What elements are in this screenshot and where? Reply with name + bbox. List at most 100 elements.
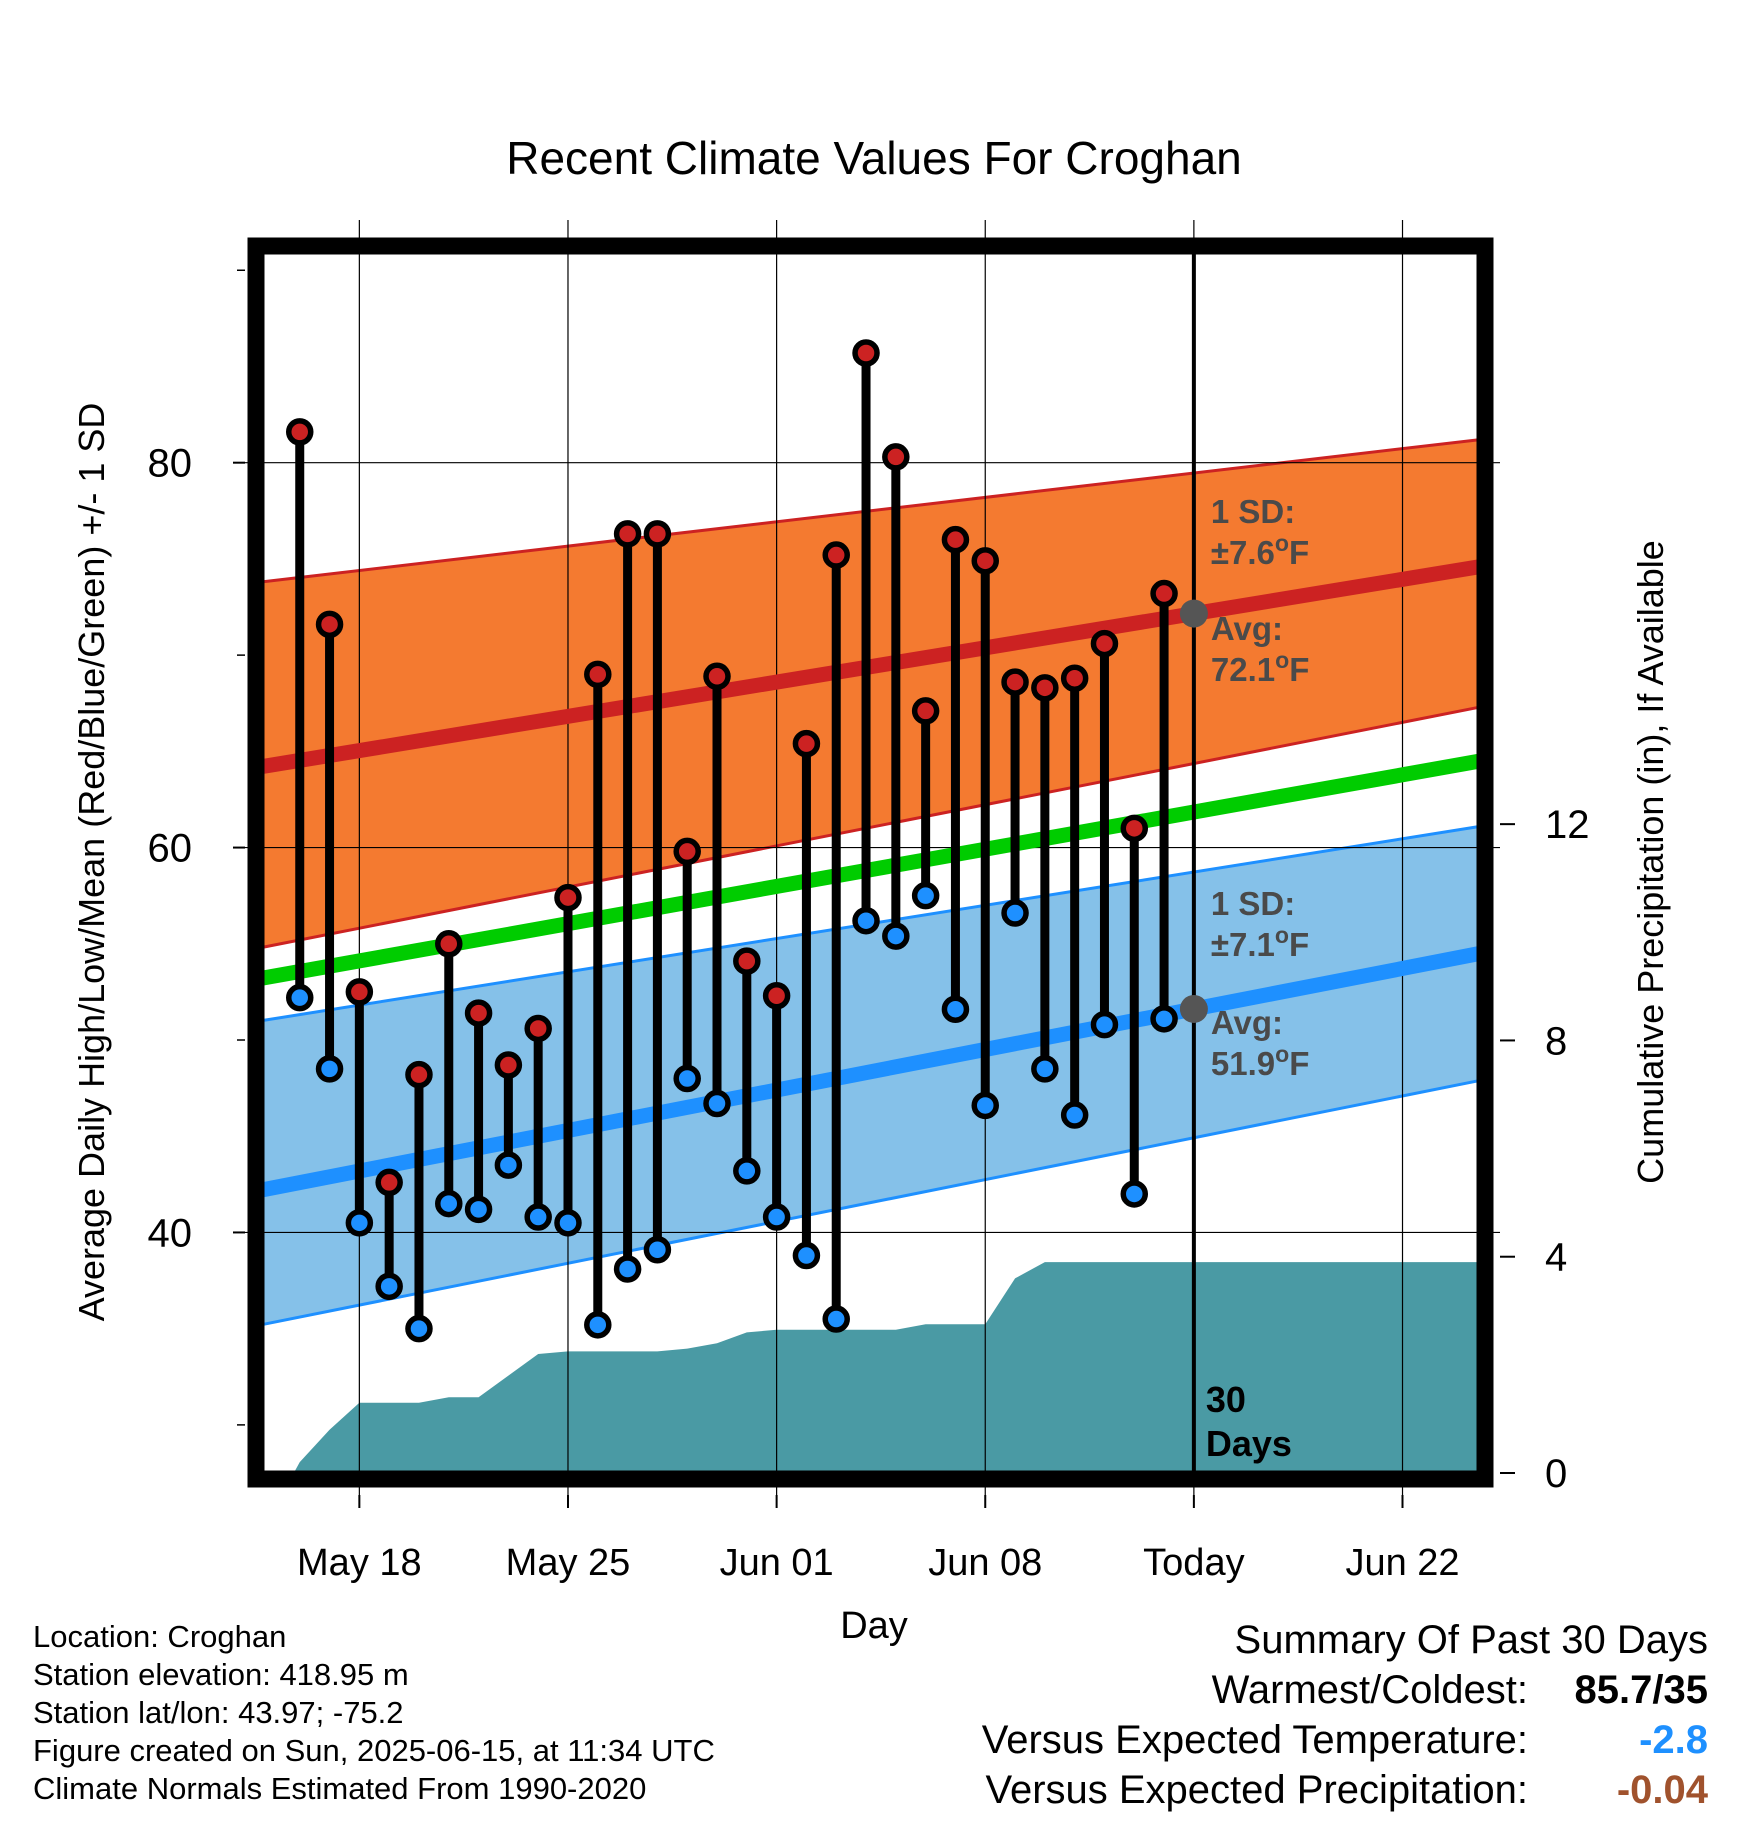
high-sd-label: 1 SD: — [1211, 493, 1295, 530]
x-tick-label: May 25 — [506, 1542, 631, 1584]
y-tick-label: 40 — [148, 1211, 193, 1255]
low-avg-label: Avg: — [1211, 1004, 1283, 1041]
daily-low-point — [1090, 1010, 1119, 1039]
daily-high-point — [494, 1051, 523, 1079]
daily-high-point — [911, 697, 940, 725]
high-sd-value: ±7.6oF — [1211, 530, 1309, 571]
daily-low-point — [315, 1055, 344, 1083]
y2-tick-label: 4 — [1545, 1236, 1567, 1280]
plot-frame — [247, 237, 1494, 1488]
daily-high-point — [852, 339, 880, 367]
daily-low-point — [375, 1272, 403, 1301]
location-text: Location: Croghan — [33, 1619, 287, 1654]
daily-high-point — [1060, 664, 1089, 692]
low-avg-today-marker — [1179, 994, 1208, 1023]
daily-low-point — [852, 906, 880, 935]
daily-high-point — [762, 981, 791, 1010]
daily-low-point — [554, 1209, 582, 1237]
daily-low-point — [733, 1157, 761, 1185]
y-tick-label: 80 — [148, 442, 193, 486]
daily-low-point — [524, 1203, 552, 1231]
daily-low-point — [435, 1189, 463, 1218]
daily-high-point — [405, 1060, 433, 1089]
daily-high-point — [554, 883, 582, 912]
y-tick-label: 60 — [148, 827, 193, 871]
x-tick-label: Today — [1143, 1542, 1244, 1584]
daily-high-point — [375, 1168, 403, 1197]
today-count-label: 30 — [1206, 1379, 1246, 1420]
daily-low-point — [822, 1305, 850, 1333]
y2-axis-title: Cumulative Precipitation (in), If Availa… — [1630, 540, 1671, 1184]
daily-high-point — [435, 930, 463, 958]
daily-high-point — [941, 525, 970, 554]
daily-low-point — [1120, 1180, 1149, 1208]
low-sd-label: 1 SD: — [1211, 885, 1295, 922]
daily-low-point — [1031, 1055, 1059, 1083]
temp-anomaly-value: -2.8 — [1639, 1718, 1708, 1762]
precip-anomaly-row: Versus Expected Precipitation: -0.04 — [808, 1765, 1708, 1815]
daily-low-point — [911, 881, 940, 910]
warmest-coldest-row: Warmest/Coldest: 85.7/35 — [808, 1665, 1708, 1715]
daily-high-point — [1090, 629, 1119, 658]
daily-high-point — [703, 662, 731, 691]
precip-anomaly-value: -0.04 — [1616, 1768, 1708, 1812]
high-avg-label: Avg: — [1211, 610, 1283, 647]
daily-low-point — [792, 1241, 821, 1270]
daily-high-point — [792, 729, 821, 758]
y-axis-title: Average Daily High/Low/Mean (Red/Blue/Gr… — [71, 403, 112, 1322]
daily-high-point — [285, 418, 314, 446]
daily-high-point — [464, 999, 493, 1027]
daily-high-point — [1001, 668, 1029, 696]
daily-high-point — [822, 541, 850, 569]
x-tick-label: Jun 01 — [720, 1542, 834, 1584]
low-sd-value: ±7.1oF — [1211, 922, 1309, 963]
daily-high-point — [524, 1014, 552, 1043]
daily-high-point — [1150, 579, 1178, 608]
daily-low-point — [584, 1311, 612, 1339]
low-sd-lower-edge — [260, 1078, 1481, 1327]
daily-high-point — [882, 443, 910, 471]
daily-high-point — [1120, 814, 1149, 843]
daily-low-point — [405, 1314, 433, 1343]
daily-low-point — [494, 1151, 523, 1179]
y2-tick-label: 8 — [1545, 1019, 1567, 1063]
x-tick-label: May 18 — [297, 1542, 422, 1584]
daily-high-point — [584, 660, 612, 689]
daily-low-point — [1060, 1101, 1089, 1129]
x-axis-title: Day — [840, 1605, 908, 1647]
warmest-coldest-label: Warmest/Coldest: — [1211, 1668, 1528, 1712]
daily-low-point — [941, 995, 970, 1023]
normals-text: Climate Normals Estimated From 1990-2020 — [33, 1771, 647, 1806]
daily-low-point — [762, 1203, 791, 1231]
station-info: Location: Croghan Station elevation: 418… — [33, 1618, 715, 1808]
low-avg-value: 51.9oF — [1211, 1041, 1310, 1082]
temp-anomaly-label: Versus Expected Temperature: — [981, 1718, 1528, 1762]
daily-high-point — [971, 547, 999, 575]
daily-high-point — [1031, 674, 1059, 702]
summary-panel: Summary Of Past 30 Days Warmest/Coldest:… — [808, 1615, 1708, 1815]
precip-anomaly-label: Versus Expected Precipitation: — [985, 1768, 1528, 1812]
daily-high-point — [345, 978, 374, 1006]
daily-low-point — [703, 1089, 731, 1118]
latlon-text: Station lat/lon: 43.97; -75.2 — [33, 1695, 404, 1730]
warmest-coldest-value: 85.7/35 — [1574, 1668, 1708, 1712]
summary-title: Summary Of Past 30 Days — [1234, 1618, 1708, 1662]
precipitation-area — [293, 1262, 1480, 1473]
x-tick-label: Jun 08 — [928, 1542, 1042, 1584]
y2-tick-label: 12 — [1545, 803, 1590, 847]
daily-low-point — [1001, 899, 1029, 927]
temp-anomaly-row: Versus Expected Temperature: -2.8 — [808, 1715, 1708, 1765]
created-text: Figure created on Sun, 2025-06-15, at 11… — [33, 1733, 715, 1768]
high-avg-value: 72.1oF — [1211, 647, 1310, 688]
daily-high-point — [733, 947, 761, 975]
daily-high-point — [673, 837, 701, 866]
high-avg-today-marker — [1179, 599, 1208, 628]
elevation-text: Station elevation: 418.95 m — [33, 1657, 409, 1692]
x-tick-label: Jun 22 — [1345, 1542, 1459, 1584]
daily-low-point — [882, 922, 910, 950]
daily-high-point — [315, 610, 344, 639]
daily-low-point — [613, 1255, 642, 1283]
daily-low-point — [285, 983, 314, 1012]
daily-low-point — [643, 1236, 672, 1264]
